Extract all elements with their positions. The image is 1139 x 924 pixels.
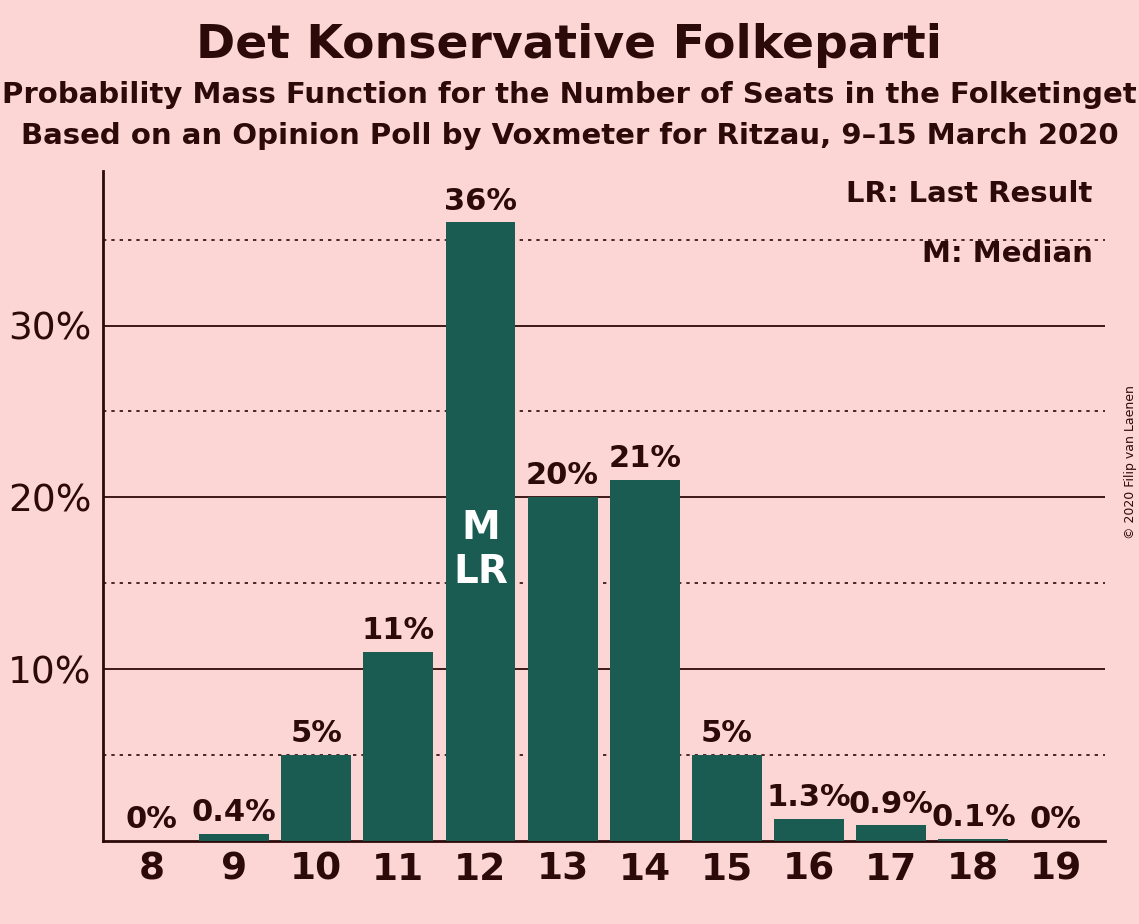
Text: LR: Last Result: LR: Last Result xyxy=(846,179,1092,208)
Text: Det Konservative Folkeparti: Det Konservative Folkeparti xyxy=(197,23,942,68)
Text: 0%: 0% xyxy=(126,805,178,834)
Text: Probability Mass Function for the Number of Seats in the Folketinget: Probability Mass Function for the Number… xyxy=(2,81,1137,109)
Bar xyxy=(693,755,762,841)
Text: 20%: 20% xyxy=(526,461,599,491)
Text: M
LR: M LR xyxy=(453,509,508,591)
Bar xyxy=(281,755,351,841)
Text: © 2020 Filip van Laenen: © 2020 Filip van Laenen xyxy=(1124,385,1137,539)
Bar xyxy=(857,825,926,841)
Text: Based on an Opinion Poll by Voxmeter for Ritzau, 9–15 March 2020: Based on an Opinion Poll by Voxmeter for… xyxy=(21,122,1118,150)
Bar xyxy=(939,839,1008,841)
Text: 0.1%: 0.1% xyxy=(931,803,1016,833)
Text: 0%: 0% xyxy=(1030,805,1081,834)
Bar xyxy=(609,480,680,841)
Text: 5%: 5% xyxy=(700,719,753,748)
Bar xyxy=(775,819,844,841)
Text: 5%: 5% xyxy=(290,719,342,748)
Bar xyxy=(527,497,598,841)
Bar xyxy=(199,834,269,841)
Bar xyxy=(445,223,515,841)
Text: 11%: 11% xyxy=(362,616,435,645)
Text: 0.9%: 0.9% xyxy=(849,789,934,819)
Text: 0.4%: 0.4% xyxy=(191,798,277,827)
Text: 1.3%: 1.3% xyxy=(767,783,851,811)
Bar xyxy=(363,652,433,841)
Text: M: Median: M: Median xyxy=(921,239,1092,268)
Text: 21%: 21% xyxy=(608,444,681,473)
Text: 36%: 36% xyxy=(444,187,517,215)
